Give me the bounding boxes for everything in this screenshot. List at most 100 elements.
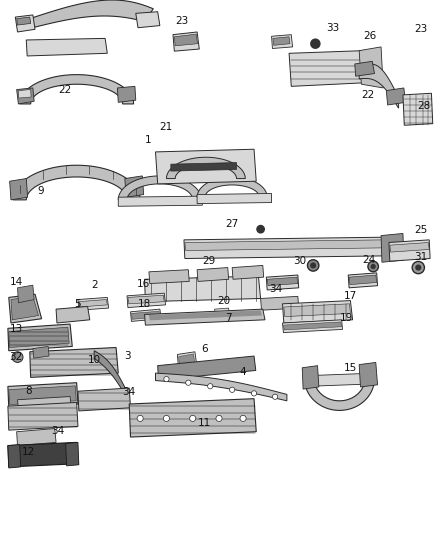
Circle shape xyxy=(163,415,170,422)
Polygon shape xyxy=(158,356,256,380)
Polygon shape xyxy=(267,277,298,286)
Circle shape xyxy=(307,260,319,271)
Polygon shape xyxy=(9,327,69,348)
Polygon shape xyxy=(129,399,256,437)
Text: 18: 18 xyxy=(138,299,151,309)
Circle shape xyxy=(190,415,196,422)
Polygon shape xyxy=(8,442,78,467)
Text: 13: 13 xyxy=(10,325,23,334)
Polygon shape xyxy=(403,93,433,125)
Polygon shape xyxy=(177,352,197,370)
Text: 7: 7 xyxy=(225,313,232,322)
Polygon shape xyxy=(390,243,429,252)
Polygon shape xyxy=(174,34,198,46)
Polygon shape xyxy=(149,270,189,284)
Polygon shape xyxy=(128,295,164,304)
Polygon shape xyxy=(15,15,35,32)
Polygon shape xyxy=(283,301,353,323)
Polygon shape xyxy=(20,75,134,104)
Text: 33: 33 xyxy=(326,23,339,33)
Polygon shape xyxy=(17,17,31,25)
Text: 9: 9 xyxy=(37,186,44,196)
Circle shape xyxy=(208,384,213,389)
Polygon shape xyxy=(94,351,129,402)
Polygon shape xyxy=(26,38,107,56)
Polygon shape xyxy=(118,196,202,206)
Polygon shape xyxy=(166,157,245,179)
Circle shape xyxy=(216,415,222,422)
Text: 14: 14 xyxy=(10,278,23,287)
Polygon shape xyxy=(261,296,299,310)
Polygon shape xyxy=(283,322,342,330)
Polygon shape xyxy=(13,165,140,200)
Polygon shape xyxy=(18,285,34,303)
Text: 23: 23 xyxy=(175,17,188,26)
Text: 16: 16 xyxy=(137,279,150,288)
Text: 2: 2 xyxy=(91,280,98,289)
Polygon shape xyxy=(381,233,404,262)
Circle shape xyxy=(310,38,321,49)
Text: 26: 26 xyxy=(364,31,377,41)
Polygon shape xyxy=(66,442,79,466)
Circle shape xyxy=(230,387,235,392)
Polygon shape xyxy=(11,296,39,320)
Text: 5: 5 xyxy=(74,299,81,309)
Polygon shape xyxy=(127,293,166,308)
Text: 22: 22 xyxy=(58,85,71,94)
Text: 34: 34 xyxy=(51,426,64,435)
Polygon shape xyxy=(359,64,399,108)
Text: 19: 19 xyxy=(339,313,353,322)
Polygon shape xyxy=(184,237,388,259)
Circle shape xyxy=(371,264,376,269)
Polygon shape xyxy=(155,149,256,184)
Polygon shape xyxy=(359,362,378,387)
Polygon shape xyxy=(33,346,49,358)
Polygon shape xyxy=(355,61,374,76)
Polygon shape xyxy=(145,309,265,325)
Text: 21: 21 xyxy=(159,122,172,132)
Polygon shape xyxy=(8,445,21,468)
Polygon shape xyxy=(145,276,261,302)
Polygon shape xyxy=(18,397,71,409)
Polygon shape xyxy=(131,311,160,319)
Text: 10: 10 xyxy=(88,356,101,365)
Polygon shape xyxy=(18,90,31,98)
Polygon shape xyxy=(79,300,107,307)
Polygon shape xyxy=(17,88,34,104)
Text: 6: 6 xyxy=(201,344,208,353)
Circle shape xyxy=(415,264,421,271)
Ellipse shape xyxy=(12,352,23,362)
Text: 34: 34 xyxy=(123,387,136,397)
Polygon shape xyxy=(9,386,76,405)
Polygon shape xyxy=(232,265,264,279)
Text: 34: 34 xyxy=(269,284,283,294)
Polygon shape xyxy=(56,306,90,323)
Polygon shape xyxy=(30,348,118,377)
Polygon shape xyxy=(117,86,136,102)
Text: 15: 15 xyxy=(344,363,357,373)
Text: 24: 24 xyxy=(362,255,375,265)
Circle shape xyxy=(164,376,169,382)
Polygon shape xyxy=(215,308,230,317)
Polygon shape xyxy=(197,177,267,197)
Polygon shape xyxy=(179,354,195,368)
Polygon shape xyxy=(359,47,383,88)
Circle shape xyxy=(272,394,278,399)
Polygon shape xyxy=(304,373,377,386)
Polygon shape xyxy=(78,297,109,310)
Circle shape xyxy=(137,415,143,422)
Circle shape xyxy=(256,225,265,233)
Polygon shape xyxy=(9,294,42,323)
Text: 23: 23 xyxy=(414,25,427,34)
Polygon shape xyxy=(283,320,343,333)
Text: 12: 12 xyxy=(22,447,35,457)
Text: 8: 8 xyxy=(25,386,32,396)
Polygon shape xyxy=(197,193,272,204)
Polygon shape xyxy=(386,88,406,105)
Circle shape xyxy=(368,261,378,272)
Circle shape xyxy=(412,261,424,274)
Text: 29: 29 xyxy=(203,256,216,266)
Polygon shape xyxy=(289,51,368,86)
Polygon shape xyxy=(349,275,377,285)
Circle shape xyxy=(310,262,316,269)
